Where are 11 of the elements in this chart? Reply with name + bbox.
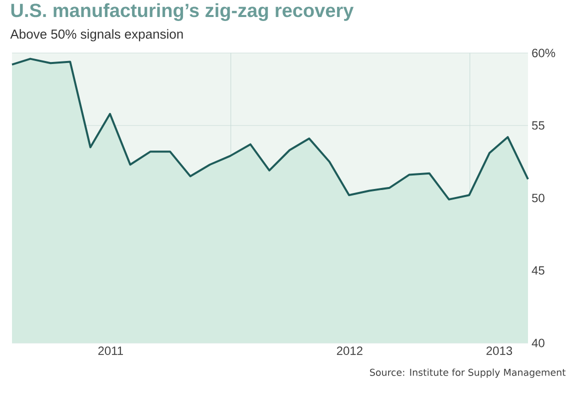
source-note: Source: Institute for Supply Management	[370, 368, 566, 378]
y-tick-label: 60%	[532, 48, 556, 58]
x-tick-label: 2011	[98, 346, 123, 356]
y-tick-label: 55	[532, 121, 544, 130]
x-tick-label: 2012	[336, 346, 362, 356]
x-tick-label: 2013	[486, 346, 512, 356]
chart-title: U.S. manufacturing’s zig-zag recovery	[11, 3, 354, 21]
chart-subtitle: Above 50% signals expansion	[10, 29, 183, 42]
y-tick-label: 45	[532, 266, 544, 275]
y-tick-label: 40	[532, 338, 544, 348]
y-tick-label: 50	[532, 194, 544, 202]
